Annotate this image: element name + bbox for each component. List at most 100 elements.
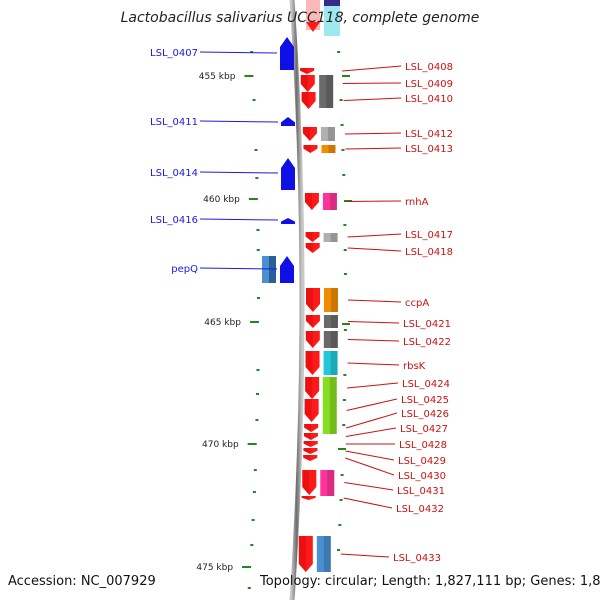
gene-arrow-shade	[305, 232, 313, 242]
minor-tick	[342, 424, 346, 426]
gene-label-right: LSL_0417	[405, 230, 453, 241]
cog-block	[316, 536, 331, 572]
gene-label-left: LSL_0416	[150, 215, 198, 226]
major-tick	[242, 566, 252, 568]
cog-block-shade	[327, 127, 335, 141]
cog-block	[319, 75, 334, 108]
gene-label-connector	[344, 132, 402, 135]
gene-label-connector	[343, 497, 393, 509]
gene-label-left: pepQ	[171, 264, 198, 275]
gene-label-right: LSL_0432	[396, 504, 444, 515]
gene-arrow-reverse	[300, 75, 315, 92]
gene-arrow-forward	[280, 37, 294, 70]
tick-label: 460 kbp	[203, 195, 240, 205]
gene-label-right: ccpA	[405, 298, 429, 309]
cog-block	[322, 377, 337, 434]
gene-arrow-reverse	[305, 315, 320, 328]
cog-block-shade	[323, 536, 331, 572]
topology-text: Topology: circular; Length: 1,827,111 bp…	[260, 574, 600, 589]
gene-arrow-reverse	[305, 232, 320, 242]
gene-arrow-reverse	[304, 424, 319, 432]
minor-tick	[253, 469, 257, 471]
cog-block	[323, 331, 338, 348]
cog-block-top-cyan	[324, 0, 340, 36]
gene-arrow-shade	[301, 496, 309, 500]
gene-arrow-shade	[305, 351, 313, 375]
gene-arrow-reverse	[303, 448, 318, 454]
gene-label-right: LSL_0412	[405, 129, 453, 140]
cog-block-shade	[330, 233, 338, 242]
minor-tick	[340, 124, 344, 126]
cog-block-shade	[269, 256, 276, 283]
major-tick	[244, 75, 254, 77]
gene-label-connector	[199, 120, 279, 123]
gene-label-connector	[347, 299, 402, 303]
map-title: Lactobacillus salivarius UCC118, complet…	[120, 10, 480, 26]
gene-arrow-top	[306, 22, 320, 32]
tick-label: 470 kbp	[202, 440, 239, 450]
gene-arrow-shade	[304, 424, 312, 432]
gene-label-connector	[343, 97, 402, 101]
gene-arrow-forward	[281, 117, 295, 126]
gene-arrow-reverse	[302, 470, 317, 495]
cog-block	[320, 470, 335, 496]
gene-arrow-reverse	[304, 193, 319, 210]
minor-tick	[339, 99, 343, 101]
gene-label-connector	[347, 382, 399, 389]
gene-label-right: LSL_0409	[405, 79, 453, 90]
minor-tick	[343, 329, 347, 331]
cog-block-shade	[330, 351, 338, 375]
minor-tick	[250, 544, 254, 546]
gene-label-connector	[199, 267, 278, 270]
gene-label-right: LSL_0427	[400, 424, 448, 435]
gene-label-right: LSL_0410	[405, 94, 453, 105]
gene-arrow-reverse	[298, 536, 313, 572]
minor-tick	[342, 174, 346, 176]
gene-label-connector	[345, 450, 395, 461]
major-tick	[248, 198, 258, 200]
minor-tick	[339, 499, 343, 501]
gene-arrow-shade	[305, 331, 313, 348]
tick-label: 475 kbp	[196, 563, 233, 573]
minor-tick	[256, 297, 260, 299]
minor-tick	[255, 419, 259, 421]
gene-label-connector	[344, 482, 394, 491]
gene-label-connector	[342, 65, 402, 72]
gene-arrow-shade	[304, 399, 312, 422]
minor-tick	[338, 524, 342, 526]
major-tick-right	[342, 323, 350, 325]
minor-tick	[247, 587, 251, 589]
cog-block	[322, 193, 337, 210]
gene-arrow-reverse	[304, 399, 319, 422]
gene-label-connector	[346, 398, 398, 411]
minor-tick	[256, 249, 260, 251]
gene-arrow-reverse	[303, 455, 318, 461]
minor-tick	[251, 519, 255, 521]
gene-label-left: LSL_0407	[150, 48, 198, 59]
gene-label-right: LSL_0426	[401, 409, 449, 420]
cog-block-shade	[329, 377, 337, 434]
gene-label-connector	[347, 362, 400, 366]
cog-block	[323, 315, 338, 328]
gene-arrow-reverse	[306, 288, 320, 312]
gene-label-connector	[347, 247, 402, 252]
cog-block-shade	[326, 75, 334, 108]
gene-label-connector	[345, 147, 402, 150]
minor-tick	[250, 51, 254, 53]
gene-label-right: rnhA	[405, 197, 429, 208]
minor-tick	[254, 149, 258, 151]
major-tick	[249, 321, 259, 323]
minor-tick	[341, 149, 345, 151]
gene-arrow-forward	[280, 256, 294, 283]
cog-block-shade	[327, 470, 335, 496]
cog-block-shade	[330, 331, 338, 348]
gene-arrow-forward	[281, 158, 295, 190]
gene-arrow-reverse	[305, 351, 320, 375]
minor-tick	[343, 249, 347, 251]
cog-block	[320, 127, 335, 141]
genome-backbone	[289, 0, 305, 604]
gene-arrow-reverse	[300, 68, 315, 74]
cog-block-shade	[330, 315, 338, 328]
gene-arrow-reverse	[303, 441, 318, 447]
